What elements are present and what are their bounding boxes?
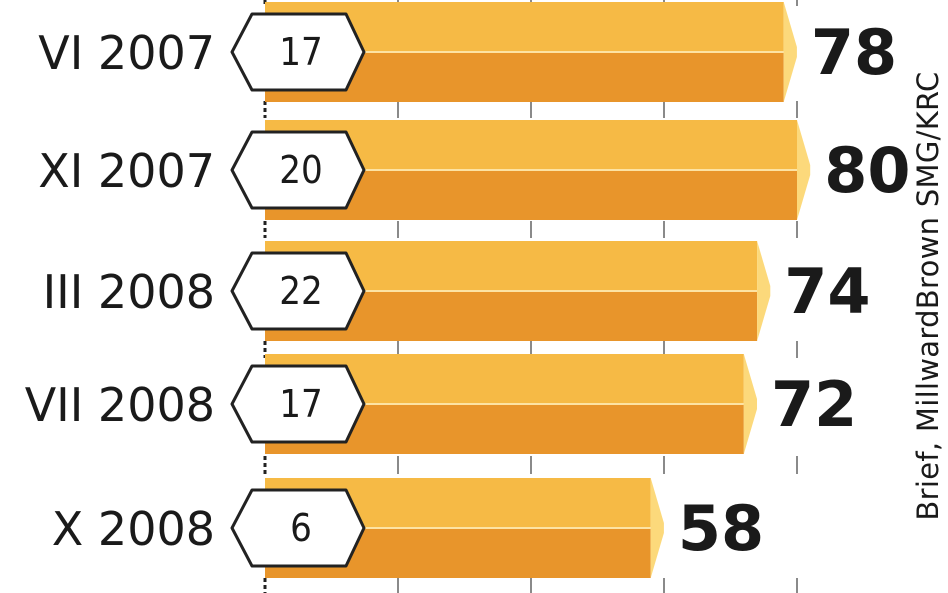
value-badge	[230, 364, 366, 444]
value-label: 74	[784, 255, 870, 328]
value-badge	[230, 251, 366, 331]
category-label: X 2008	[52, 502, 215, 556]
badge-label: 17	[279, 30, 323, 74]
value-badge	[230, 12, 366, 92]
value-label: 78	[811, 16, 897, 89]
badge-label: 6	[290, 506, 312, 550]
bar-tip-4	[650, 478, 664, 578]
bar-tip-3	[743, 354, 757, 454]
category-label: VII 2008	[25, 378, 215, 432]
value-badge	[230, 130, 366, 210]
value-label: 58	[678, 492, 764, 565]
bar-tip-0	[783, 2, 797, 102]
badge-label: 20	[279, 148, 323, 192]
badge-label: 17	[279, 382, 323, 426]
value-badge	[230, 488, 366, 568]
bar-tip-2	[757, 241, 771, 341]
category-label: III 2008	[43, 265, 215, 319]
category-label: XI 2007	[38, 144, 215, 198]
value-label: 72	[771, 368, 857, 441]
category-label: VI 2007	[38, 26, 215, 80]
value-label: 80	[824, 134, 910, 207]
bar-tip-1	[797, 120, 811, 220]
badge-label: 22	[279, 269, 323, 313]
source-note: Brief, MillwardBrown SMG/KRC	[911, 71, 945, 521]
